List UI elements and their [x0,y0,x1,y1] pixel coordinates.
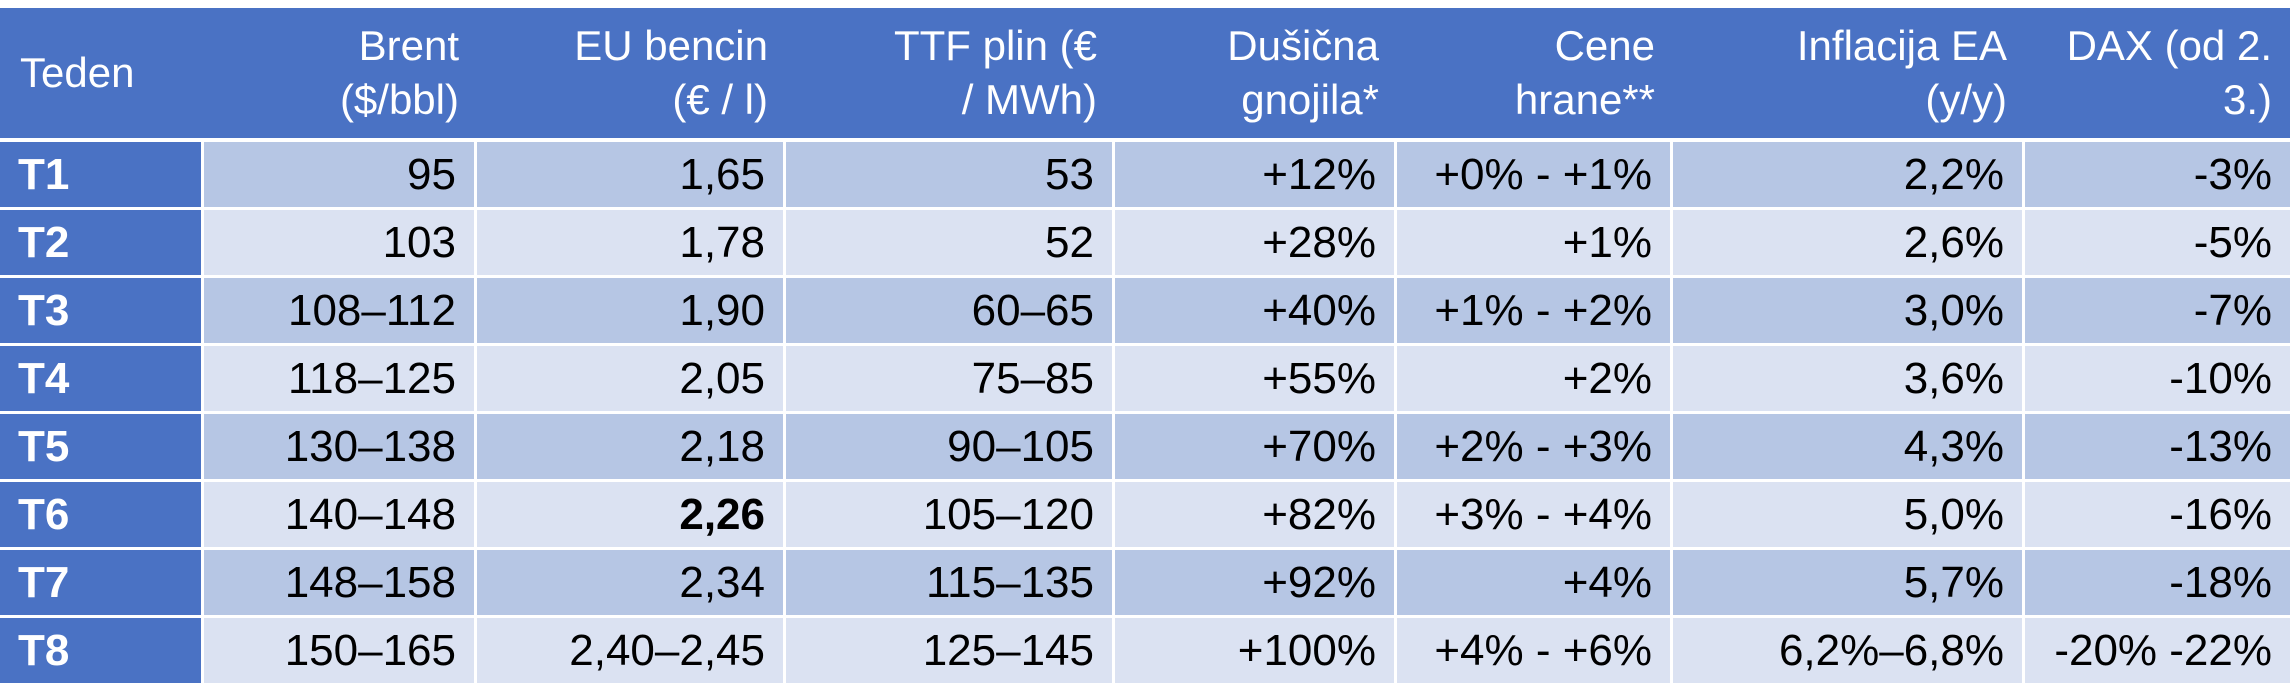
header-line1: EU bencin [574,22,768,69]
cell-ttf-gas: 90–105 [786,414,1115,479]
cell-eu-petrol-emphasized: 2,26 [477,482,786,547]
header-line1: Teden [20,49,135,96]
cell-brent: 103 [204,210,477,275]
cell-dax: -7% [2025,278,2290,343]
header-line2: gnojila* [1241,76,1379,123]
cell-ttf-gas: 125–145 [786,618,1115,683]
cell-ttf-gas: 53 [786,142,1115,207]
table-row: T2 103 1,78 52 +28% +1% 2,6% -5% [0,210,2290,275]
cell-food-prices: +0% - +1% [1397,142,1673,207]
column-header-ttf-gas: TTF plin (€ / MWh) [786,8,1115,138]
cell-eu-petrol: 2,05 [477,346,786,411]
cell-food-prices: +3% - +4% [1397,482,1673,547]
cell-brent: 150–165 [204,618,477,683]
cell-eu-petrol: 2,40–2,45 [477,618,786,683]
table-row: T7 148–158 2,34 115–135 +92% +4% 5,7% -1… [0,550,2290,615]
cell-inflation: 2,2% [1673,142,2025,207]
cell-food-prices: +1% [1397,210,1673,275]
cell-brent: 130–138 [204,414,477,479]
cell-food-prices: +2% [1397,346,1673,411]
cell-week: T6 [0,482,204,547]
cell-brent: 118–125 [204,346,477,411]
cell-ttf-gas: 75–85 [786,346,1115,411]
cell-fertilizer: +28% [1115,210,1397,275]
cell-week: T1 [0,142,204,207]
table-row: T3 108–112 1,90 60–65 +40% +1% - +2% 3,0… [0,278,2290,343]
header-line1: Inflacija EA [1796,22,2007,69]
header-line2: ($/bbl) [339,76,459,123]
cell-week: T8 [0,618,204,683]
column-header-eu-petrol: EU bencin (€ / l) [477,8,786,138]
cell-ttf-gas: 52 [786,210,1115,275]
cell-brent: 95 [204,142,477,207]
header-line1: Dušična [1227,22,1379,69]
table-row: T6 140–148 2,26 105–120 +82% +3% - +4% 5… [0,482,2290,547]
cell-inflation: 3,6% [1673,346,2025,411]
cell-brent: 108–112 [204,278,477,343]
cell-brent: 148–158 [204,550,477,615]
cell-food-prices: +4% - +6% [1397,618,1673,683]
header-line1: TTF plin (€ [893,22,1097,69]
cell-week: T7 [0,550,204,615]
cell-dax: -13% [2025,414,2290,479]
cell-inflation: 2,6% [1673,210,2025,275]
table-row: T4 118–125 2,05 75–85 +55% +2% 3,6% -10% [0,346,2290,411]
cell-week: T3 [0,278,204,343]
cell-brent: 140–148 [204,482,477,547]
cell-food-prices: +4% [1397,550,1673,615]
cell-eu-petrol: 1,90 [477,278,786,343]
header-line1: Brent [358,22,459,69]
cell-eu-petrol: 1,78 [477,210,786,275]
column-header-brent: Brent ($/bbl) [204,8,477,138]
cell-fertilizer: +40% [1115,278,1397,343]
table-row: T5 130–138 2,18 90–105 +70% +2% - +3% 4,… [0,414,2290,479]
cell-fertilizer: +82% [1115,482,1397,547]
header-line2: 3.) [2222,76,2272,123]
cell-week: T2 [0,210,204,275]
table-header-row: Teden Brent ($/bbl) EU bencin (€ / l) TT… [0,8,2290,138]
header-line2: (y/y) [1925,76,2007,123]
column-header-dax: DAX (od 2. 3.) [2025,8,2290,138]
cell-ttf-gas: 115–135 [786,550,1115,615]
table-row: T1 95 1,65 53 +12% +0% - +1% 2,2% -3% [0,142,2290,207]
header-line2: (€ / l) [672,76,768,123]
cell-fertilizer: +70% [1115,414,1397,479]
header-line2: hrane** [1514,76,1655,123]
cell-fertilizer: +55% [1115,346,1397,411]
cell-food-prices: +2% - +3% [1397,414,1673,479]
cell-ttf-gas: 105–120 [786,482,1115,547]
cell-eu-petrol: 2,18 [477,414,786,479]
column-header-teden: Teden [0,8,204,138]
cell-week: T5 [0,414,204,479]
cell-inflation: 6,2%–6,8% [1673,618,2025,683]
cell-inflation: 3,0% [1673,278,2025,343]
cell-dax: -16% [2025,482,2290,547]
cell-dax: -10% [2025,346,2290,411]
cell-fertilizer: +100% [1115,618,1397,683]
cell-dax: -18% [2025,550,2290,615]
cell-inflation: 4,3% [1673,414,2025,479]
cell-eu-petrol: 2,34 [477,550,786,615]
cell-fertilizer: +12% [1115,142,1397,207]
table-row: T8 150–165 2,40–2,45 125–145 +100% +4% -… [0,618,2290,683]
cell-dax: -20% -22% [2025,618,2290,683]
cell-dax: -5% [2025,210,2290,275]
cell-eu-petrol: 1,65 [477,142,786,207]
column-header-inflation: Inflacija EA (y/y) [1673,8,2025,138]
cell-food-prices: +1% - +2% [1397,278,1673,343]
cell-week: T4 [0,346,204,411]
header-line2: / MWh) [961,76,1097,123]
header-line1: DAX (od 2. [2066,22,2272,69]
cell-dax: -3% [2025,142,2290,207]
cell-inflation: 5,0% [1673,482,2025,547]
cell-ttf-gas: 60–65 [786,278,1115,343]
cell-fertilizer: +92% [1115,550,1397,615]
column-header-fertilizer: Dušična gnojila* [1115,8,1397,138]
header-line1: Cene [1554,22,1655,69]
column-header-food-prices: Cene hrane** [1397,8,1673,138]
cell-inflation: 5,7% [1673,550,2025,615]
